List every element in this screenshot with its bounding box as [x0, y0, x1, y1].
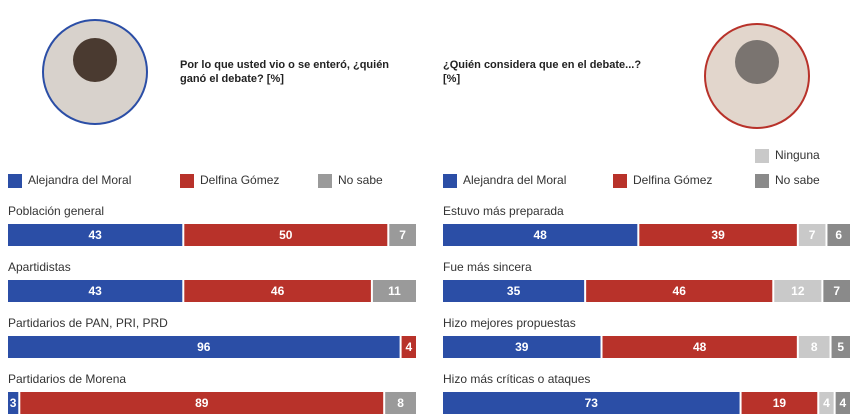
bar-segment	[372, 280, 416, 302]
bar-segment	[835, 392, 850, 414]
value-label: 50	[279, 228, 293, 242]
bar-segment	[20, 392, 384, 414]
bar-segment	[184, 224, 388, 246]
legend-label: No sabe	[775, 173, 820, 187]
bar-segment	[827, 224, 850, 246]
bar-segment	[385, 392, 416, 414]
legend-swatch	[755, 149, 769, 163]
value-label: 4	[823, 396, 830, 410]
value-label: 7	[833, 284, 840, 298]
bar-segment	[602, 336, 797, 358]
value-label: 73	[585, 396, 599, 410]
legend-label: No sabe	[338, 173, 383, 187]
value-label: 48	[693, 340, 707, 354]
legend-label: Alejandra del Moral	[463, 173, 566, 187]
bar-segment	[639, 224, 797, 246]
value-label: 48	[533, 228, 547, 242]
value-label: 3	[10, 396, 17, 410]
category-label: Estuvo más preparada	[443, 204, 564, 218]
category-label: Fue más sincera	[443, 260, 532, 274]
bar-segment	[8, 224, 183, 246]
category-label: Hizo más críticas o ataques	[443, 372, 590, 386]
bar-segment	[774, 280, 822, 302]
category-label: Población general	[8, 204, 104, 218]
category-label: Hizo mejores propuestas	[443, 316, 576, 330]
legend-label: Ninguna	[775, 148, 820, 162]
value-label: 39	[515, 340, 529, 354]
bar-segment	[798, 224, 826, 246]
bar-segment	[443, 392, 740, 414]
bar-segment	[443, 224, 638, 246]
value-label: 6	[835, 228, 842, 242]
value-label: 11	[388, 284, 401, 298]
question: ¿Quién considera que en el debate...? [%…	[443, 59, 642, 85]
value-label: 46	[673, 284, 687, 298]
value-label: 35	[507, 284, 521, 298]
category-label: Apartidistas	[8, 260, 71, 274]
bar-segment	[831, 336, 850, 358]
value-label: 8	[811, 340, 818, 354]
category-label: Partidarios de Morena	[8, 372, 126, 386]
legend-swatch	[180, 174, 194, 188]
bar-segment	[389, 224, 416, 246]
value-label: 4	[405, 340, 412, 354]
bar-segment	[8, 392, 19, 414]
value-label: 43	[88, 284, 102, 298]
value-label: 12	[791, 284, 805, 298]
photo-detail	[73, 38, 117, 82]
value-label: 19	[773, 396, 787, 410]
legend-swatch	[443, 174, 457, 188]
legend-swatch	[613, 174, 627, 188]
value-label: 8	[397, 396, 404, 410]
bar-segment	[819, 392, 834, 414]
photo-detail	[735, 40, 779, 84]
bar-segment	[184, 280, 371, 302]
value-label: 96	[197, 340, 211, 354]
legend-swatch	[318, 174, 332, 188]
value-label: 46	[271, 284, 285, 298]
question: Por lo que usted vio o se enteró, ¿quién…	[180, 59, 390, 85]
bar-segment	[401, 336, 416, 358]
bar-segment	[443, 280, 585, 302]
bar-segment	[8, 280, 183, 302]
legend-swatch	[755, 174, 769, 188]
legend-swatch	[8, 174, 22, 188]
legend-label: Delfina Gómez	[633, 173, 712, 187]
bar-segment	[798, 336, 830, 358]
legend-label: Alejandra del Moral	[28, 173, 131, 187]
bar-segment	[741, 392, 818, 414]
value-label: 43	[88, 228, 102, 242]
bar-segment	[8, 336, 400, 358]
bar-segment	[823, 280, 850, 302]
bar-segment	[586, 280, 773, 302]
value-label: 4	[839, 396, 846, 410]
value-label: 5	[837, 340, 844, 354]
category-label: Partidarios de PAN, PRI, PRD	[8, 316, 168, 330]
bar-segment	[443, 336, 601, 358]
value-label: 89	[195, 396, 209, 410]
value-label: 7	[399, 228, 406, 242]
value-label: 7	[809, 228, 816, 242]
legend-label: Delfina Gómez	[200, 173, 279, 187]
value-label: 39	[711, 228, 725, 242]
